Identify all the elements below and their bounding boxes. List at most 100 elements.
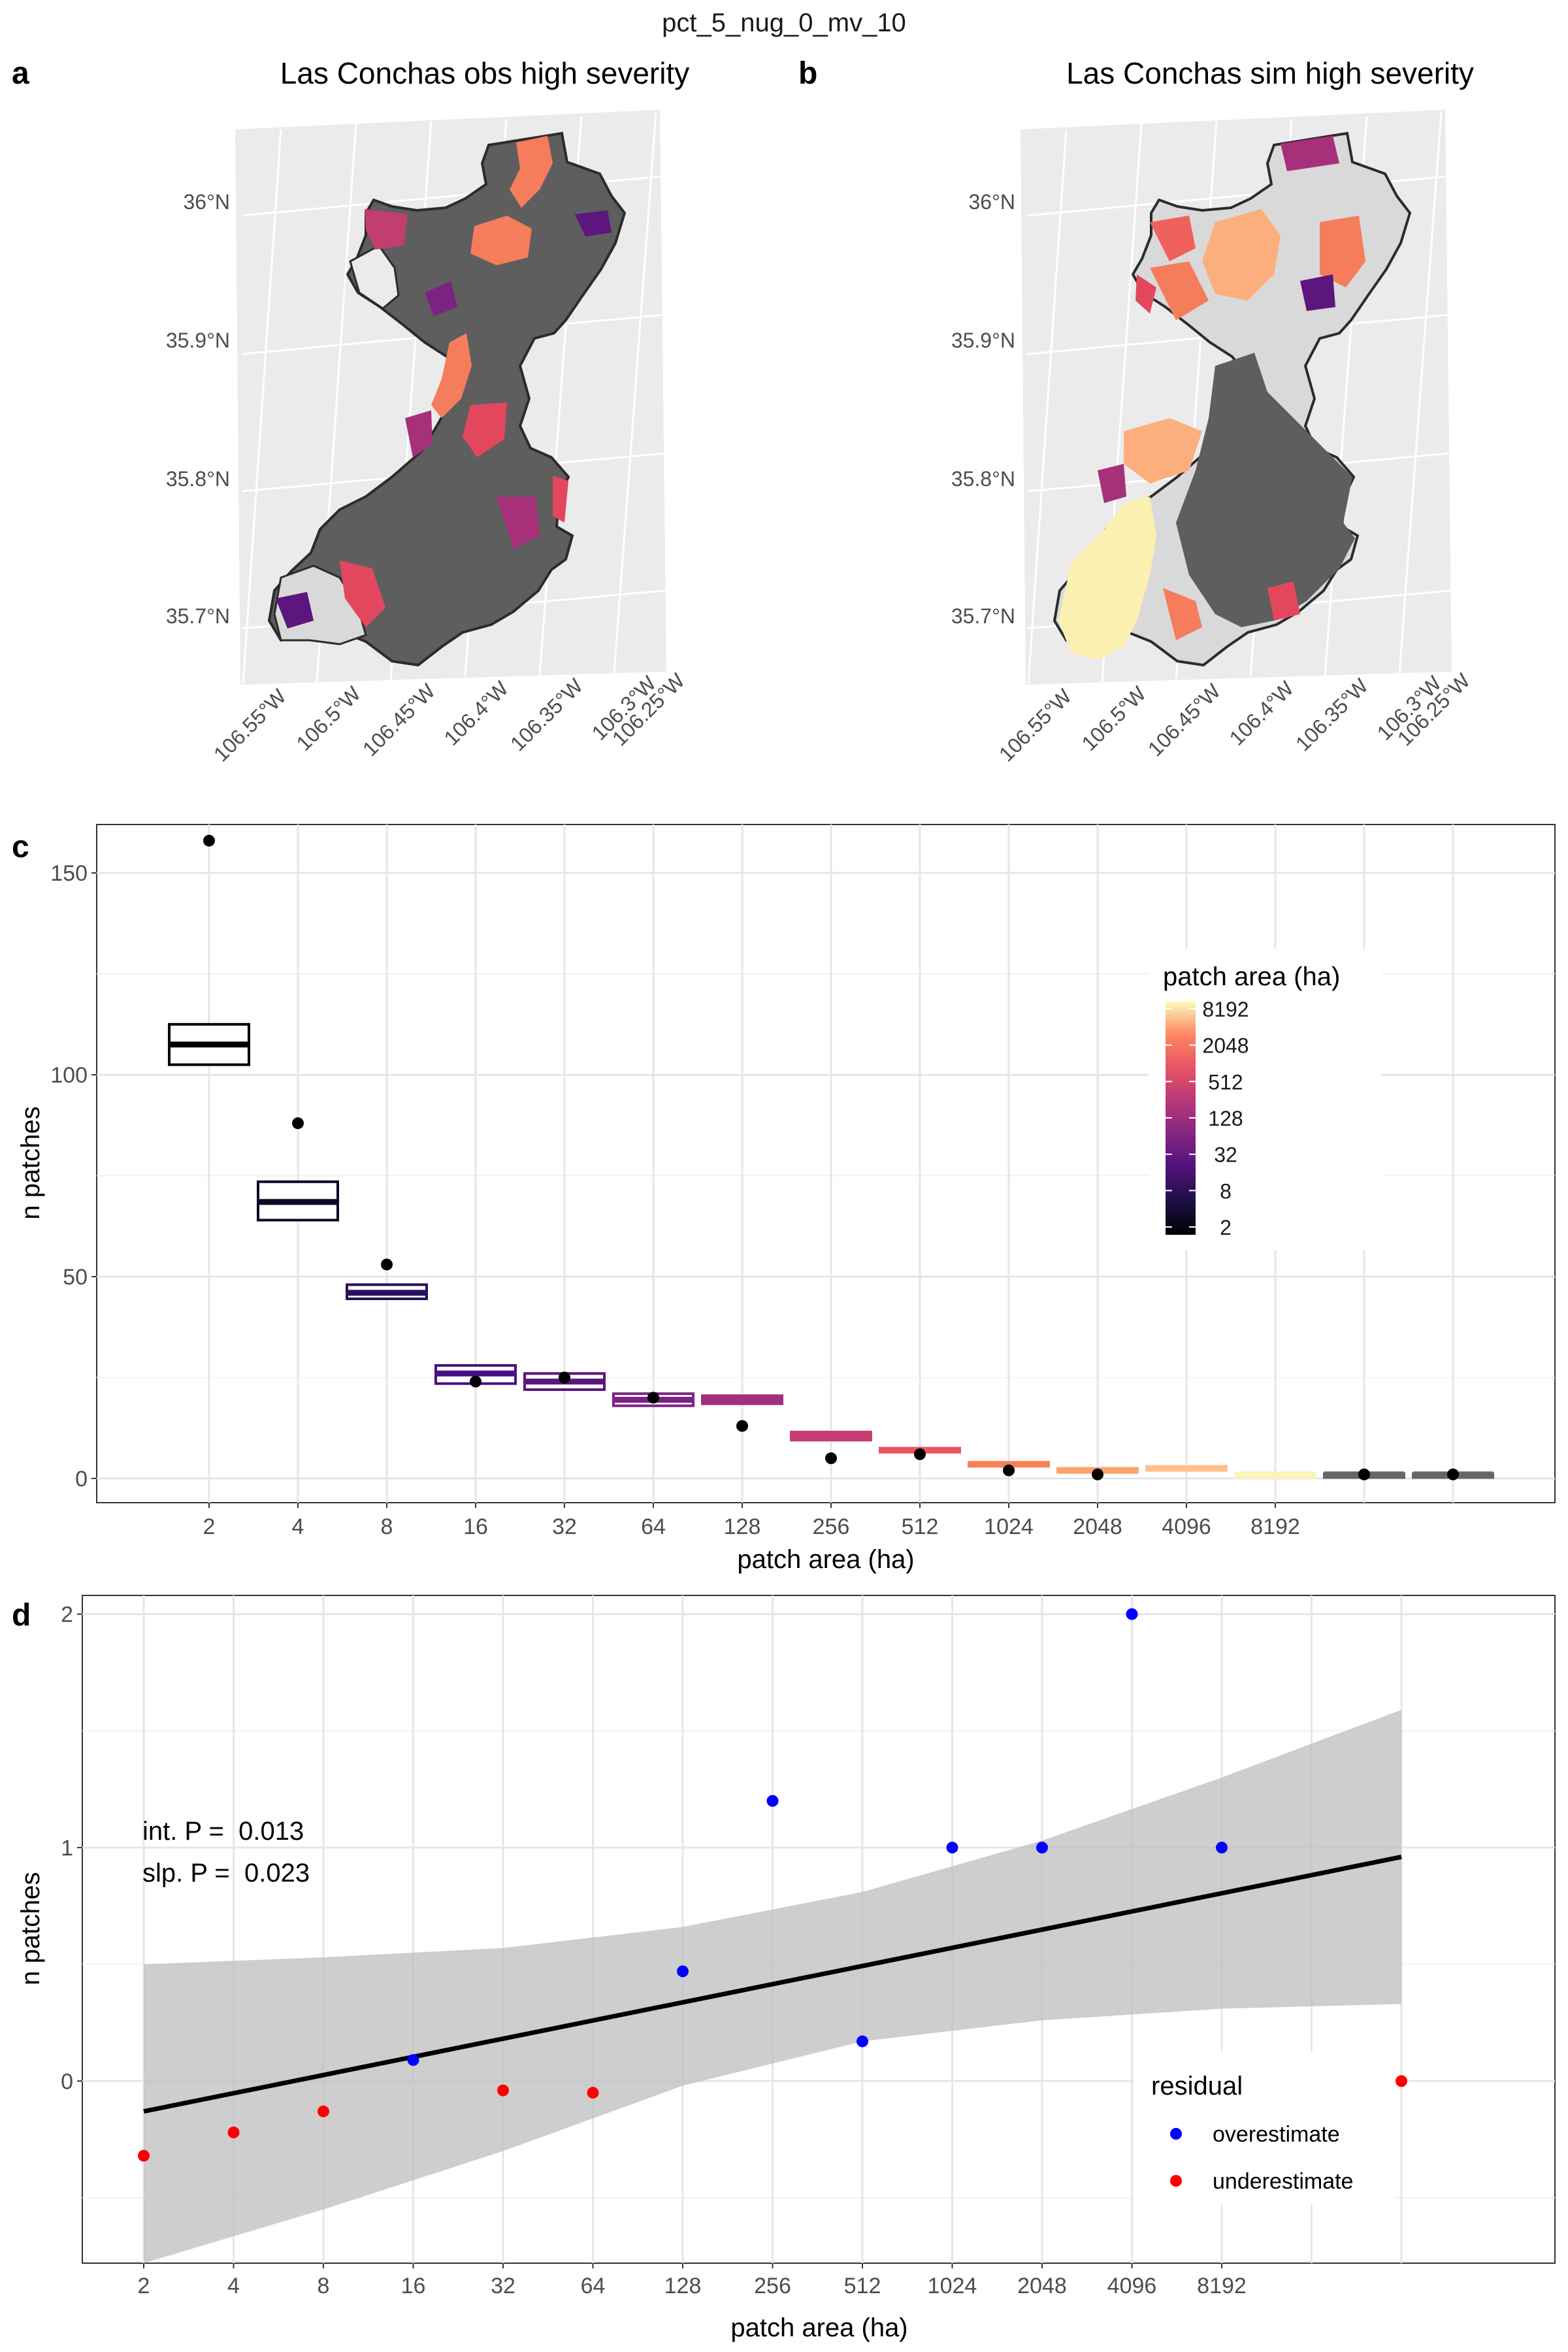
c-x-tick-label: 128 xyxy=(724,1514,761,1539)
map-a-patch-mid-2 xyxy=(463,402,507,457)
c-y-tick-label: 100 xyxy=(50,1063,88,1088)
map-a-lat-label: 35.8°N xyxy=(166,467,230,491)
panel-d-legend-label-over: overestimate xyxy=(1213,2122,1340,2147)
panel-c-letter: c xyxy=(12,830,29,864)
map-b-patch-mid-4 xyxy=(1135,274,1156,314)
c-x-tick-label: 512 xyxy=(902,1514,939,1539)
c-observed-point xyxy=(1003,1464,1015,1477)
d-x-tick-label: 64 xyxy=(581,2274,606,2298)
map-a-patch-large-3 xyxy=(431,333,472,418)
map-a-patch-mid-3 xyxy=(553,476,568,523)
c-legend-label: 128 xyxy=(1208,1107,1243,1130)
panel-c-legend-labels: 8192 2048 512 128 32 8 2 xyxy=(1166,998,1249,1239)
map-a-patch-small-2 xyxy=(497,497,540,549)
map-b-patch-mid-2 xyxy=(1150,216,1196,261)
map-b-patch-small-3 xyxy=(1098,464,1126,503)
d-x-tick-label: 2 xyxy=(138,2274,150,2298)
map-b-lat-labels: 36°N 35.9°N 35.8°N 35.7°N xyxy=(951,190,1015,628)
panel-c-xlabel: patch area (ha) xyxy=(737,1545,914,1574)
panel-d-annotation-slp: slp. P = 0.023 xyxy=(142,1859,310,1887)
panel-d-fit-line xyxy=(143,1854,1402,2114)
d-x-tick-label: 16 xyxy=(401,2274,426,2298)
c-legend-label: 2 xyxy=(1220,1216,1232,1239)
map-b-patches xyxy=(1058,136,1365,660)
c-x-tick-label: 8 xyxy=(381,1514,393,1539)
c-observed-point xyxy=(1358,1468,1370,1480)
map-a-lon-label: 106.45°W xyxy=(358,679,440,761)
d-x-tick-label: 4096 xyxy=(1107,2274,1157,2298)
c-legend-label: 8192 xyxy=(1202,998,1249,1021)
c-x-tick-label: 2 xyxy=(203,1514,216,1539)
map-a-lon-label: 106.4°W xyxy=(439,676,513,750)
d-residual-point xyxy=(677,1965,689,1978)
d-x-tick-label: 4 xyxy=(227,2274,240,2298)
panel-d-annotation-int: int. P = 0.013 xyxy=(142,1817,304,1846)
panel-c-ylabel: n patches xyxy=(16,1106,45,1219)
panel-b-title: Las Conchas sim high severity xyxy=(1066,56,1474,90)
d-x-tick-label: 256 xyxy=(754,2274,791,2298)
panel-d-ylabel: n patches xyxy=(16,1872,45,1985)
map-a-lat-label: 35.9°N xyxy=(166,329,230,352)
d-x-tick-label: 32 xyxy=(491,2274,515,2298)
d-residual-point xyxy=(497,2084,509,2097)
panel-c-y-ticks: 0 50 100 150 xyxy=(50,861,97,1492)
map-b-lon-label: 106.55°W xyxy=(994,684,1077,766)
c-observed-point xyxy=(470,1375,482,1388)
map-b-patch-small-1 xyxy=(1281,136,1339,171)
d-x-tick-label: 8 xyxy=(318,2274,330,2298)
map-a-lat-label: 35.7°N xyxy=(166,604,230,628)
panel-d-x-ticks: 2 4 8 16 32 64 128 256 512 1024 2048 4096 8192 xyxy=(138,2263,1247,2298)
c-x-tick-label: 8192 xyxy=(1250,1514,1300,1539)
d-residual-point xyxy=(1216,1841,1228,1854)
panel-d-letter: d xyxy=(12,1598,31,1633)
map-b-lon-label: 106.5°W xyxy=(1077,681,1151,755)
map-b-lon-label: 106.35°W xyxy=(1291,674,1373,756)
panel-c-legend-title: patch area (ha) xyxy=(1163,962,1340,991)
figure-title: pct_5_nug_0_mv_10 xyxy=(662,8,906,37)
c-x-tick-label: 4 xyxy=(292,1514,304,1539)
c-y-tick-label: 150 xyxy=(50,861,88,886)
map-a-patch-large-1 xyxy=(510,136,553,208)
map-b-lon-label: 106.4°W xyxy=(1224,676,1298,750)
c-y-tick-label: 50 xyxy=(63,1265,88,1290)
panel-d-legend-label-under: underestimate xyxy=(1213,2169,1353,2194)
c-observed-point xyxy=(292,1117,304,1130)
panel-d-confidence-band xyxy=(144,1710,1401,2263)
d-x-tick-label: 128 xyxy=(664,2274,702,2298)
d-y-tick-label: 1 xyxy=(61,1836,73,1861)
c-observed-point xyxy=(647,1392,659,1404)
panel-d-points xyxy=(138,1608,1407,2162)
map-a-lon-label: 106.5°W xyxy=(291,681,365,755)
map-b-lat-label: 35.9°N xyxy=(951,329,1015,352)
c-legend-label: 2048 xyxy=(1202,1034,1249,1058)
map-a-patch-small-1 xyxy=(405,410,433,457)
map-b-patch-mid-3 xyxy=(1150,261,1209,320)
panel-c-marks xyxy=(168,834,1494,1480)
c-x-tick-label: 32 xyxy=(552,1514,577,1539)
map-a-patch-mid-1 xyxy=(365,209,408,250)
d-residual-point xyxy=(138,2149,150,2162)
map-b-lat-label: 36°N xyxy=(969,190,1016,214)
c-observed-point xyxy=(381,1258,393,1271)
d-residual-point xyxy=(946,1841,958,1854)
map-a-patch-mid-4 xyxy=(340,561,385,627)
panel-a-title: Las Conchas obs high severity xyxy=(280,56,689,90)
c-observed-point xyxy=(559,1371,570,1384)
c-x-tick-label: 64 xyxy=(641,1514,666,1539)
map-b-patch-small-2 xyxy=(1300,274,1335,311)
panel-d-legend-swatch-under xyxy=(1170,2175,1182,2187)
panel-d-xlabel: patch area (ha) xyxy=(730,2313,907,2342)
d-residual-point xyxy=(1036,1841,1048,1854)
c-x-tick-label: 256 xyxy=(813,1514,850,1539)
panel-d-legend-swatch-over xyxy=(1170,2128,1182,2140)
c-x-tick-label: 1024 xyxy=(984,1514,1034,1539)
c-observed-point xyxy=(825,1452,837,1465)
panel-c-legend: patch area (ha) 8192 2048 512 128 32 8 2 xyxy=(1149,949,1381,1250)
d-y-tick-label: 0 xyxy=(61,2069,73,2094)
map-b-lon-label: 106.45°W xyxy=(1143,679,1226,761)
panel-c-x-ticks: 2 4 8 16 32 64 128 256 512 1024 2048 4096 8192 xyxy=(203,1503,1300,1539)
c-y-tick-label: 0 xyxy=(75,1467,88,1492)
d-x-tick-label: 2048 xyxy=(1017,2274,1067,2298)
map-a-patches xyxy=(276,136,612,629)
d-residual-point xyxy=(857,2035,868,2048)
